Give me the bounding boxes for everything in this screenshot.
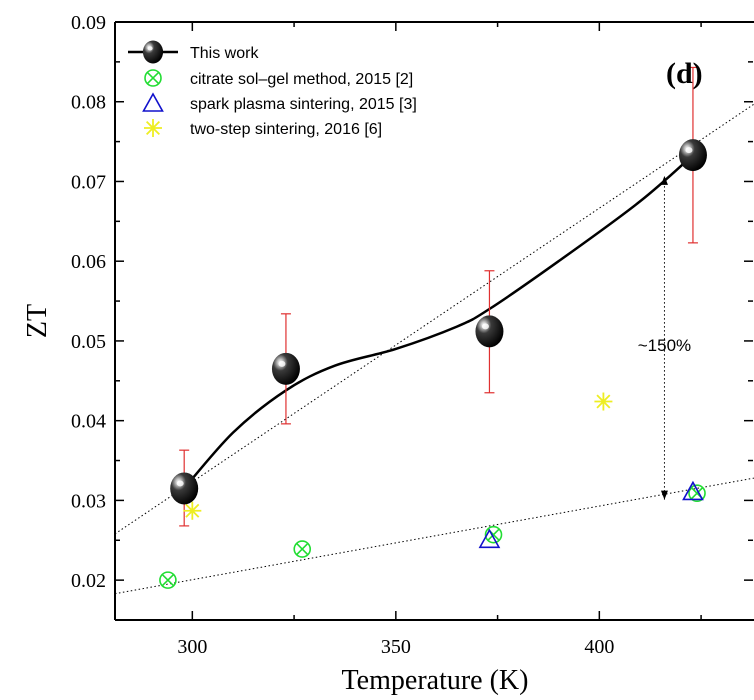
- y-axis-title: ZT: [22, 304, 53, 338]
- marker-circle-x: [293, 540, 312, 558]
- cross-stroke: [690, 487, 704, 500]
- legend-marker-this-work: [142, 40, 164, 64]
- asterisk-stroke: [596, 394, 611, 409]
- sphere-highlight: [278, 360, 286, 367]
- circle-ring: [484, 525, 503, 544]
- sphere-body: [678, 139, 707, 172]
- legend-label-this-work: This work: [190, 45, 259, 62]
- this-work-fit-curve: [183, 154, 694, 490]
- cross-stroke: [146, 71, 160, 85]
- y-tick-label: 0.02: [71, 570, 106, 592]
- y-tick-label: 0.03: [71, 490, 106, 512]
- sphere-body: [475, 315, 504, 348]
- cross-stroke: [161, 573, 175, 587]
- marker-circle-x: [484, 525, 503, 544]
- legend-marker-spark-plasma-sintering: [142, 92, 164, 112]
- legend-marker-two-step-sintering: [144, 119, 162, 137]
- annotation-arrowhead-down: [660, 490, 668, 500]
- x-tick-label: 350: [381, 636, 411, 658]
- fit-curve-layer: [183, 154, 694, 490]
- y-tick-label: 0.09: [71, 12, 106, 34]
- sphere-body: [170, 472, 199, 505]
- circle-ring: [293, 540, 312, 558]
- x-axis-title: Temperature (K): [342, 665, 529, 696]
- data-markers: [159, 139, 707, 589]
- increase-annotation: ~150%: [638, 336, 691, 355]
- sphere-highlight: [147, 46, 153, 51]
- sphere-highlight: [176, 480, 184, 487]
- sphere-body: [271, 352, 300, 385]
- sphere-body: [142, 40, 164, 64]
- trend-line: [115, 477, 754, 595]
- y-tick-label: 0.05: [71, 331, 106, 353]
- circle-ring: [688, 484, 706, 503]
- circle-ring: [159, 571, 177, 589]
- legend-label-spark-plasma-sintering: spark plasma sintering, 2015 [3]: [190, 96, 417, 113]
- cross-stroke: [487, 528, 500, 541]
- annotation-layer: ~150%: [628, 175, 701, 500]
- legend: This work citrate sol–gel method, 2015 […: [128, 40, 417, 138]
- legend-markers: [128, 40, 178, 137]
- trend-line: [115, 103, 754, 535]
- trend-lines: [115, 103, 754, 595]
- y-tick-label: 0.08: [71, 92, 106, 114]
- marker-sphere: [678, 139, 707, 172]
- legend-label-citrate-sol-gel: citrate sol–gel method, 2015 [2]: [190, 71, 413, 88]
- y-tick-label: 0.07: [71, 171, 106, 193]
- annotation-arrowhead-up: [660, 175, 668, 185]
- axes: 300 350 400 0.02 0.03 0.04 0.05 0.06 0.07 0.08 0.0…: [71, 12, 754, 658]
- asterisk-stroke: [185, 503, 200, 518]
- cross-stroke: [296, 542, 309, 556]
- marker-triangle: [682, 480, 704, 501]
- plot-area: ~150%: [115, 66, 754, 595]
- marker-circle-x: [688, 484, 706, 503]
- annotation-label-backing: [628, 332, 701, 357]
- asterisk-stroke: [145, 120, 161, 136]
- y-tick-label: 0.06: [71, 251, 106, 273]
- marker-asterisk: [183, 501, 202, 520]
- marker-sphere: [475, 315, 504, 348]
- marker-circle-x: [159, 571, 177, 589]
- marker-triangle: [478, 528, 501, 549]
- x-tick-label: 300: [177, 636, 207, 658]
- marker-sphere: [170, 472, 199, 505]
- circle-ring: [144, 69, 162, 87]
- panel-label: (d): [666, 57, 703, 90]
- sphere-highlight: [481, 323, 489, 330]
- legend-marker-citrate-sol-gel: [144, 69, 162, 87]
- x-tick-label: 400: [584, 636, 614, 658]
- sphere-highlight: [685, 147, 693, 154]
- y-tick-label: 0.04: [71, 411, 106, 433]
- legend-label-two-step-sintering: two-step sintering, 2016 [6]: [190, 121, 382, 138]
- marker-asterisk: [594, 392, 613, 411]
- marker-sphere: [271, 352, 300, 385]
